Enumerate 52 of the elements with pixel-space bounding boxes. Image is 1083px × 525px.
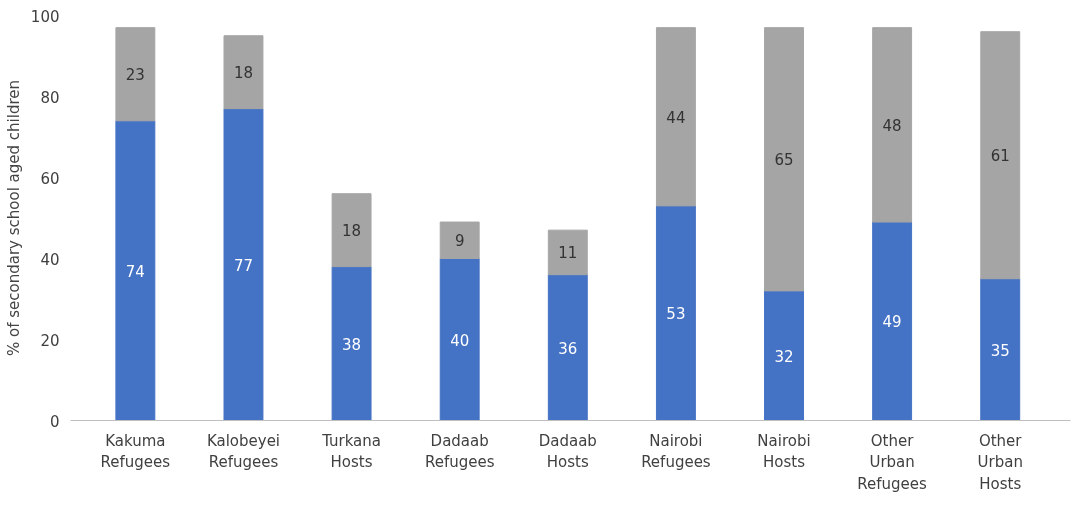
- x-tick-label: Nairobi Refugees: [641, 431, 711, 472]
- y-axis-title: % of secondary school aged children: [4, 79, 23, 357]
- bar: [764, 290, 804, 421]
- x-tick-label: Nairobi Hosts: [757, 431, 811, 472]
- bar: [439, 221, 480, 259]
- y-tick-label: 60: [40, 169, 60, 188]
- x-tick-label: Kalobeyei Refugees: [206, 431, 281, 472]
- x-tick-label: Turkana Hosts: [321, 431, 382, 472]
- x-tick-label: Dadaab Refugees: [424, 431, 495, 472]
- data-label: 65: [774, 151, 794, 170]
- bar: [547, 229, 588, 276]
- y-tick-label: 0: [49, 412, 60, 431]
- bar: [115, 120, 156, 421]
- bar: [655, 205, 696, 421]
- data-label: 74: [125, 262, 145, 281]
- x-tick-label: Kakuma Refugees: [100, 431, 171, 472]
- data-label: 44: [666, 108, 686, 127]
- data-label: 18: [233, 64, 254, 83]
- data-label: 38: [342, 335, 362, 354]
- data-label: 36: [558, 339, 578, 358]
- data-label: 35: [990, 341, 1010, 360]
- y-tick-label: 100: [30, 7, 60, 26]
- data-label: 9: [454, 232, 465, 251]
- data-label: 49: [882, 313, 902, 332]
- data-label: 77: [233, 256, 254, 275]
- data-label: 48: [882, 116, 902, 135]
- data-label: 11: [558, 244, 578, 263]
- bar: [872, 221, 913, 421]
- bar: [223, 108, 264, 421]
- bar: [547, 274, 588, 421]
- bar: [331, 193, 372, 268]
- y-tick-label: 40: [40, 250, 60, 269]
- data-label: 61: [990, 147, 1010, 166]
- y-tick-label: 20: [40, 331, 60, 350]
- x-tick-label: Other Urban Hosts: [977, 431, 1023, 493]
- bar: [872, 27, 913, 223]
- bar: [764, 27, 804, 292]
- bar: [223, 35, 264, 110]
- data-label: 23: [125, 66, 145, 85]
- bar: [655, 27, 696, 207]
- bar: [980, 278, 1021, 421]
- data-label: 18: [342, 222, 362, 241]
- data-label: 40: [450, 331, 470, 350]
- y-tick-label: 80: [40, 88, 60, 107]
- x-tick-label: Dadaab Hosts: [538, 431, 597, 472]
- bar: [980, 31, 1021, 280]
- data-label: 53: [666, 305, 686, 324]
- x-tick-label: Other Urban Refugees: [857, 431, 928, 493]
- bar: [115, 27, 156, 122]
- bar: [331, 266, 372, 421]
- data-label: 32: [774, 347, 794, 366]
- bar: [439, 258, 480, 421]
